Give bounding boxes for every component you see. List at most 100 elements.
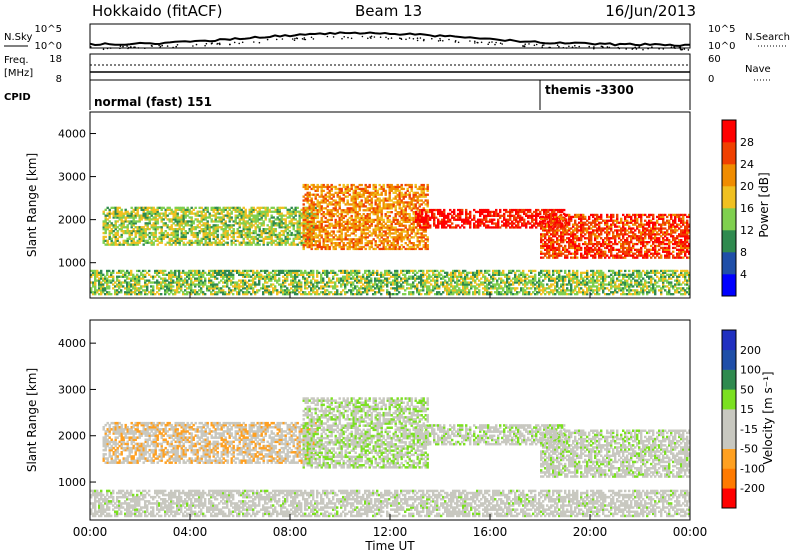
power-cell: [646, 248, 649, 251]
power-cell: [154, 239, 157, 242]
noise-search-dot: [195, 43, 198, 46]
power-cell: [338, 201, 341, 204]
power-cell: [170, 231, 173, 235]
power-cell: [312, 209, 315, 212]
power-cell: [499, 226, 502, 229]
power-cell: [572, 244, 575, 248]
power-cell: [556, 227, 559, 230]
power-cell: [600, 242, 603, 246]
power-cell: [286, 216, 289, 219]
power-cell: [578, 242, 581, 246]
power-cell: [511, 226, 514, 229]
power-cell: [684, 233, 687, 236]
power-cell: [318, 230, 321, 233]
power-cell: [487, 224, 490, 227]
power-cell: [441, 212, 444, 216]
power-cell: [328, 222, 331, 225]
power-cell: [614, 219, 617, 222]
power-cell: [437, 222, 440, 225]
power-cell: [286, 226, 289, 229]
power-cell: [630, 237, 633, 240]
power-cell: [198, 243, 201, 246]
power-cell: [216, 206, 219, 209]
power-cell: [342, 244, 345, 247]
power-cell: [212, 235, 215, 239]
power-cell: [210, 206, 213, 209]
power-cell: [360, 201, 363, 204]
power-cell: [156, 269, 159, 273]
power-cell: [330, 213, 333, 216]
power-cell: [396, 230, 399, 233]
power-cell: [346, 207, 349, 210]
power-cell: [214, 230, 217, 233]
power-cell: [106, 291, 109, 294]
power-cell: [670, 213, 673, 217]
power-cell: [124, 220, 127, 223]
power-cell: [364, 205, 367, 208]
power-cell: [238, 233, 241, 237]
power-cell: [306, 212, 309, 215]
power-cell: [184, 210, 187, 213]
power-cell: [378, 244, 381, 247]
power-cell: [686, 219, 689, 222]
power-cell: [358, 224, 361, 227]
power-cell: [624, 242, 627, 246]
power-cell: [200, 241, 203, 244]
power-cell: [180, 218, 183, 221]
power-cell: [254, 222, 257, 225]
power-cell: [394, 201, 397, 204]
power-cell: [390, 232, 393, 235]
power-cell: [184, 237, 187, 240]
power-cell: [364, 214, 367, 218]
power-cell: [148, 235, 151, 239]
power-cell: [180, 208, 183, 211]
power-cell: [497, 226, 500, 229]
power-cell: [312, 226, 315, 229]
power-cell: [672, 223, 675, 226]
power-cell: [152, 226, 155, 229]
power-cell: [216, 208, 219, 211]
power-cell: [126, 231, 129, 235]
power-cell: [552, 221, 555, 224]
power-cell: [396, 244, 399, 247]
power-cell: [408, 234, 411, 237]
power-cell: [134, 289, 137, 292]
power-cell: [562, 252, 565, 255]
power-cell: [608, 231, 611, 234]
power-cell: [128, 287, 131, 290]
power-cell: [270, 230, 273, 233]
power-cell: [296, 231, 299, 235]
power-cell: [535, 210, 538, 214]
power-cell: [425, 226, 428, 229]
power-cell: [142, 226, 145, 229]
power-cell: [443, 218, 446, 221]
power-cell: [110, 239, 113, 242]
power-cell: [214, 241, 217, 244]
power-cell: [382, 187, 385, 191]
power-cell: [234, 218, 237, 221]
power-cell: [354, 224, 357, 227]
power-cell: [612, 215, 615, 219]
power-cell: [644, 241, 647, 244]
power-cell: [162, 214, 165, 217]
power-cell: [126, 243, 129, 246]
power-cell: [130, 279, 133, 282]
power-cell: [372, 213, 375, 216]
power-cell: [423, 216, 426, 219]
power-cell: [314, 226, 317, 229]
power-cell: [588, 217, 591, 220]
power-cell: [634, 215, 637, 219]
power-cell: [582, 227, 585, 230]
power-cell: [672, 242, 675, 246]
power-cell: [584, 256, 587, 259]
power-cell: [570, 244, 573, 248]
power-cell: [628, 242, 631, 246]
power-cell: [634, 248, 637, 251]
power-cell: [610, 227, 613, 230]
power-cell: [188, 212, 191, 215]
power-cell: [402, 230, 405, 233]
power-cell: [386, 197, 389, 200]
power-cell: [551, 210, 554, 214]
power-cell: [328, 195, 331, 198]
power-cell: [156, 222, 159, 225]
